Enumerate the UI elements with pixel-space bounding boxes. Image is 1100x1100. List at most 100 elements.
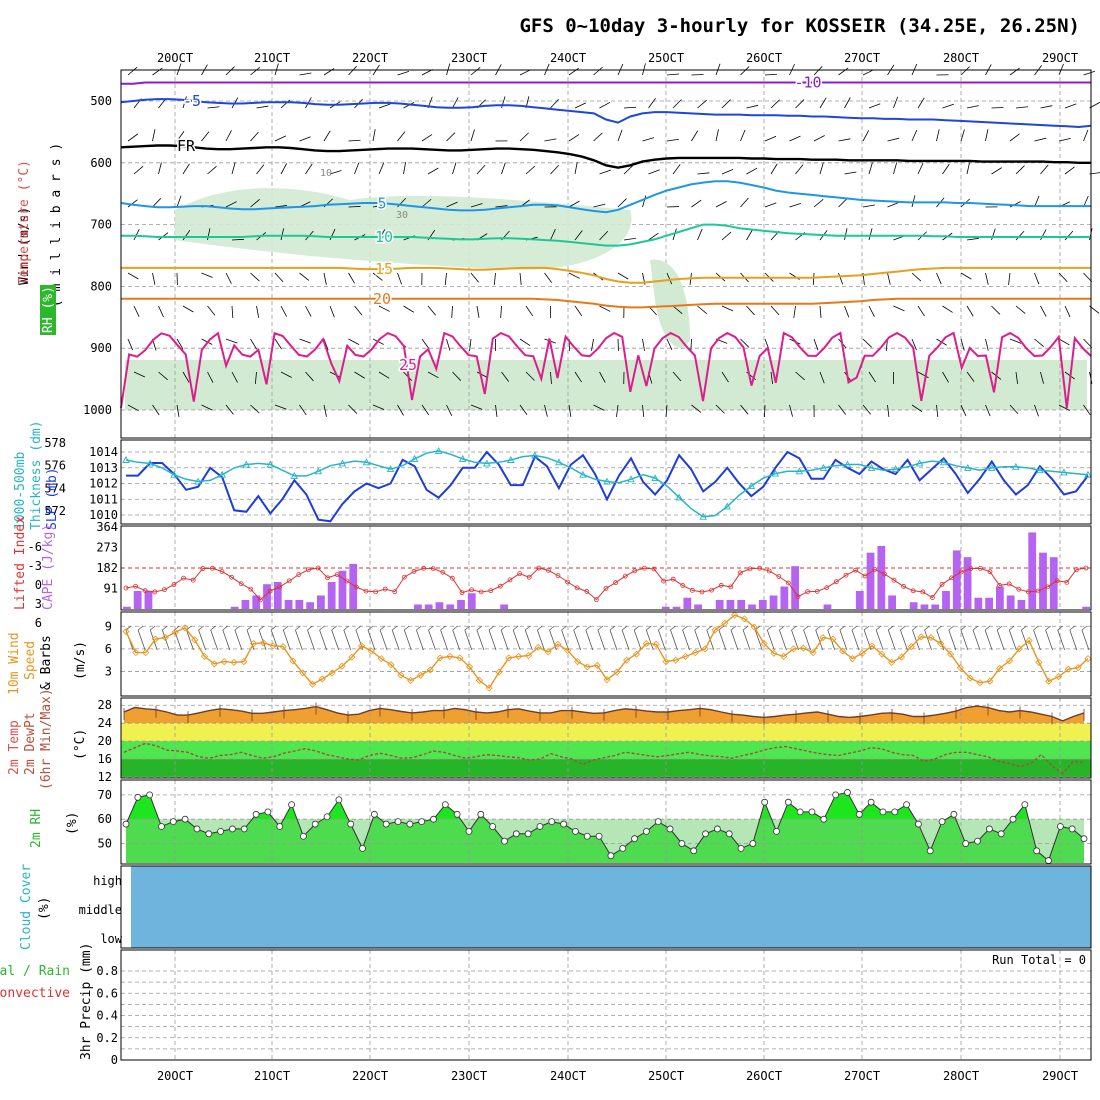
cape-bar	[748, 604, 756, 609]
wind-barb	[789, 404, 793, 417]
isotherm-label: -5	[183, 92, 201, 110]
lifted-marker	[987, 569, 993, 575]
wind-barb	[250, 338, 258, 350]
wind-barb	[152, 198, 162, 208]
wind10-barb	[730, 629, 739, 651]
wind-barb	[1058, 138, 1071, 142]
wind-barb	[838, 67, 849, 76]
wind-barb	[746, 305, 755, 316]
wind-barb	[158, 305, 164, 318]
wind-barb	[721, 231, 732, 241]
wind-barb	[721, 371, 729, 383]
lifted-marker	[680, 583, 686, 588]
wind10-barb	[972, 629, 981, 651]
rh2m-marker	[619, 845, 627, 852]
wind-barb	[495, 404, 498, 417]
wind-barb	[868, 228, 873, 241]
wind-barb	[305, 371, 314, 382]
wind10-marker	[839, 647, 847, 655]
wind-barb	[250, 131, 259, 142]
cloud-label: Cloud Cover	[19, 864, 34, 950]
wind-barb	[1009, 201, 1021, 208]
wind-barb	[715, 201, 727, 208]
wind-barb	[421, 338, 430, 350]
lifted-marker	[949, 575, 954, 581]
lifted-marker	[363, 588, 369, 594]
thickness-tick: 574	[44, 481, 66, 495]
wind10-barb-flag	[198, 625, 204, 631]
wind-barb	[648, 232, 659, 241]
lifted-marker	[699, 589, 705, 595]
isotherm-label: FR	[177, 137, 196, 155]
wind10-marker	[632, 650, 641, 658]
wind-barb	[623, 165, 633, 175]
lifted-marker	[661, 578, 666, 584]
lifted-marker	[814, 588, 820, 594]
wind10-barb	[948, 629, 957, 651]
rh2m-frame	[120, 779, 1092, 865]
wind10-barb	[428, 629, 436, 651]
wind-barb	[1058, 272, 1068, 283]
wind10-barb	[984, 629, 993, 651]
wind10-barb-flag	[210, 625, 216, 631]
wind10-barb	[803, 629, 811, 651]
rh2m-marker	[820, 815, 828, 823]
lifted-marker	[1016, 586, 1022, 592]
rh2m-marker	[288, 801, 295, 808]
wind-barb	[862, 69, 874, 76]
wind-barb	[176, 63, 182, 76]
wind-barb	[378, 371, 390, 379]
wind-barb	[207, 371, 214, 383]
wind-barb	[893, 96, 899, 109]
wind10-marker	[318, 675, 326, 683]
precip-grid	[121, 950, 1091, 1060]
lifted-marker	[517, 571, 522, 577]
wind10-marker	[848, 655, 856, 663]
wind10-barb-flag	[1033, 625, 1039, 631]
cape-bar	[500, 604, 508, 609]
wind10-barb-flag	[718, 625, 725, 631]
cape-bar	[424, 604, 433, 609]
isotherm-label: 10	[375, 228, 393, 246]
wind-barb	[966, 305, 974, 317]
wind-barb	[648, 169, 660, 175]
wind-barb	[274, 135, 287, 142]
cape-bar	[737, 599, 746, 609]
rh2m-marker	[654, 818, 662, 826]
wind-barb	[691, 199, 702, 208]
pressure-tick: 700	[90, 218, 112, 232]
wind-barb	[1015, 165, 1025, 175]
isotherm-25	[120, 331, 1092, 409]
cape-bar	[974, 597, 983, 609]
temp-fill	[121, 706, 1091, 777]
cape-bar	[726, 599, 735, 609]
cloud-panel: high middle low	[79, 865, 1092, 949]
lifted-marker	[930, 595, 935, 600]
cape-bar	[295, 599, 304, 609]
wind-barb	[201, 338, 213, 345]
rh2m-marker	[891, 808, 899, 816]
wind-barb	[893, 162, 898, 175]
wind10-barb-flag	[984, 625, 991, 631]
wind10-barb-flag	[452, 625, 458, 631]
lifted-marker	[373, 589, 379, 595]
wind10-barb-flag	[803, 625, 809, 631]
wind-barb	[623, 237, 636, 241]
lifted-marker	[622, 573, 628, 579]
wind-barb	[887, 202, 899, 208]
wind-barb	[617, 272, 629, 280]
lifted-marker	[594, 597, 599, 603]
wind-barb	[960, 338, 965, 351]
rh2m-marker	[406, 820, 414, 828]
wind-barb	[348, 272, 355, 284]
wind10-marker	[475, 676, 483, 685]
wind10-barb	[1033, 629, 1041, 651]
wind-barb	[274, 404, 287, 410]
wind-barb	[421, 134, 433, 142]
precip-frame	[120, 949, 1092, 1061]
wind-barb	[697, 228, 703, 241]
wind-barb	[519, 69, 531, 76]
top-date-tick: 26OCT	[746, 51, 782, 65]
wind-barb	[599, 305, 611, 312]
lifted-marker	[257, 597, 263, 603]
